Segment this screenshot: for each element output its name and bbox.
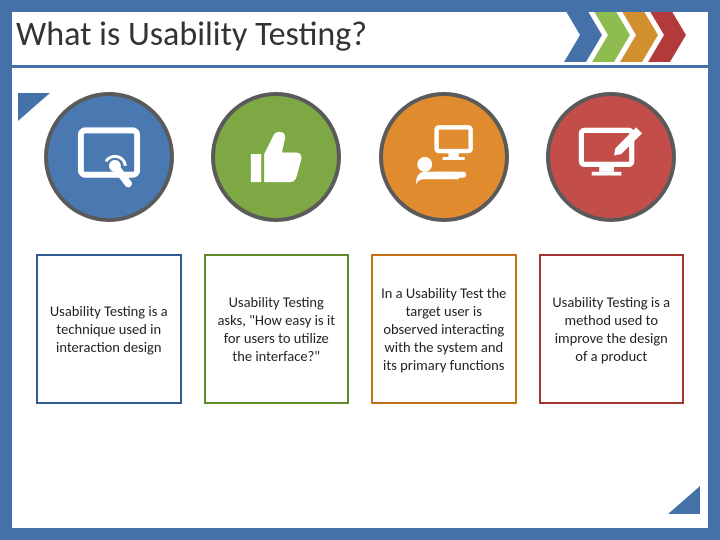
tablet-touch-circle [44, 92, 174, 222]
monitor-pen-circle [546, 92, 676, 222]
column-3: In a Usability Test the target user is o… [371, 92, 517, 500]
column-4: Usability Testing is a method used to im… [539, 92, 685, 500]
columns-row: Usability Testing is a technique used in… [36, 92, 684, 500]
chevron-decoration [554, 4, 714, 66]
user-monitor-icon [407, 120, 481, 194]
column-1: Usability Testing is a technique used in… [36, 92, 182, 500]
description-box-2: Usability Testing asks, "How easy is it … [204, 254, 350, 404]
thumbs-up-circle [211, 92, 341, 222]
column-2: Usability Testing asks, "How easy is it … [204, 92, 350, 500]
description-box-4: Usability Testing is a method used to im… [539, 254, 685, 404]
tablet-touch-icon [72, 120, 146, 194]
user-monitor-circle [379, 92, 509, 222]
thumbs-up-icon [239, 120, 313, 194]
description-box-1: Usability Testing is a technique used in… [36, 254, 182, 404]
monitor-pen-icon [574, 120, 648, 194]
corner-accent-bottom-right [668, 486, 700, 514]
description-box-3: In a Usability Test the target user is o… [371, 254, 517, 404]
